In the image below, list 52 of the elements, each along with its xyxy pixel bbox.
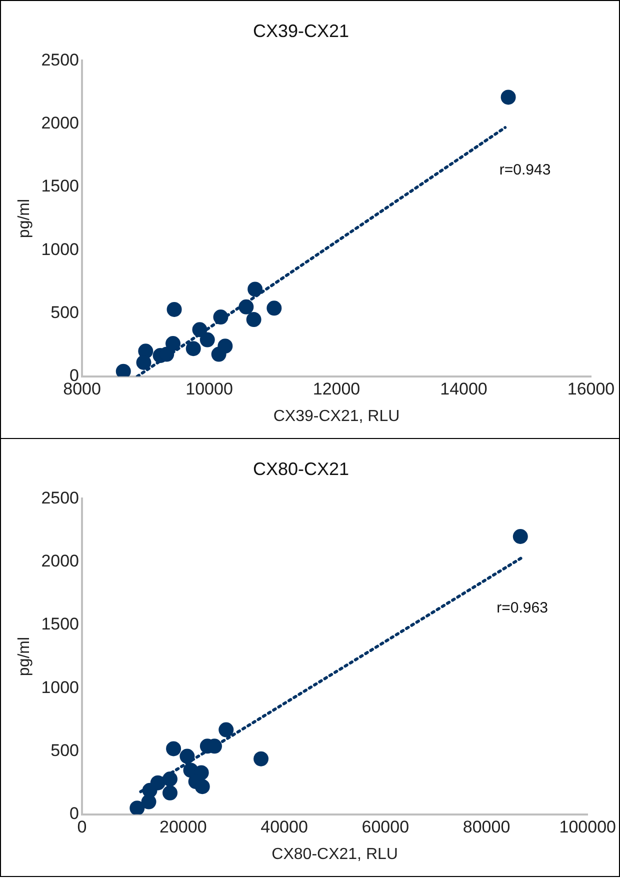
point — [211, 346, 226, 362]
point — [166, 302, 182, 317]
annotation: r=0.943 — [499, 161, 551, 178]
x-tick-label: 20000 — [160, 817, 207, 836]
y-tick-label: 2500 — [41, 50, 80, 70]
point — [136, 355, 152, 370]
y-axis-title: pg/ml — [16, 636, 34, 676]
y-tick-label: 2000 — [41, 551, 80, 570]
y-axis-title: pg/ml — [16, 198, 34, 238]
y-tick-label: 500 — [50, 302, 80, 322]
point — [186, 341, 201, 356]
point — [200, 332, 215, 348]
point — [130, 800, 145, 814]
x-axis-title: CX80-CX21, RLU — [272, 846, 398, 863]
x-tick-label: 14000 — [440, 379, 488, 398]
point — [248, 282, 263, 297]
point — [116, 364, 131, 376]
x-tick-label: 12000 — [312, 379, 360, 398]
y-tick-label: 1500 — [41, 176, 80, 196]
x-axis-title: CX39-CX21, RLU — [273, 408, 400, 425]
point — [218, 722, 234, 738]
point — [254, 751, 269, 766]
point — [266, 300, 282, 316]
point — [150, 775, 166, 790]
point — [246, 312, 262, 328]
point — [512, 528, 528, 544]
point — [162, 772, 178, 787]
x-tick-label: 16000 — [567, 379, 615, 398]
point — [500, 90, 516, 105]
x-tick-label: 40000 — [260, 817, 308, 836]
y-tick-label: 500 — [50, 740, 80, 760]
y-tick-label: 1000 — [41, 678, 80, 697]
x-tick-label: 80000 — [462, 817, 510, 836]
point — [213, 310, 228, 325]
chart-title: CX80-CX21 — [252, 458, 350, 479]
y-tick-label: 1500 — [41, 614, 80, 634]
point — [166, 336, 180, 352]
y-tick-label: 2000 — [41, 113, 80, 132]
chart-title: CX39-CX21 — [252, 20, 350, 41]
point — [194, 779, 210, 794]
point — [180, 748, 195, 764]
point — [192, 322, 208, 338]
x-tick-label: 60000 — [362, 817, 410, 836]
point — [166, 741, 182, 756]
y-tick-label: 1000 — [41, 240, 80, 259]
annotation: r=0.963 — [496, 599, 548, 616]
x-tick-label: 10000 — [186, 379, 233, 398]
y-tick-label: 0 — [70, 804, 80, 824]
x-tick-label: 100000 — [559, 817, 616, 836]
point — [238, 299, 254, 314]
point — [162, 785, 178, 800]
y-tick-label: 2500 — [41, 488, 80, 508]
